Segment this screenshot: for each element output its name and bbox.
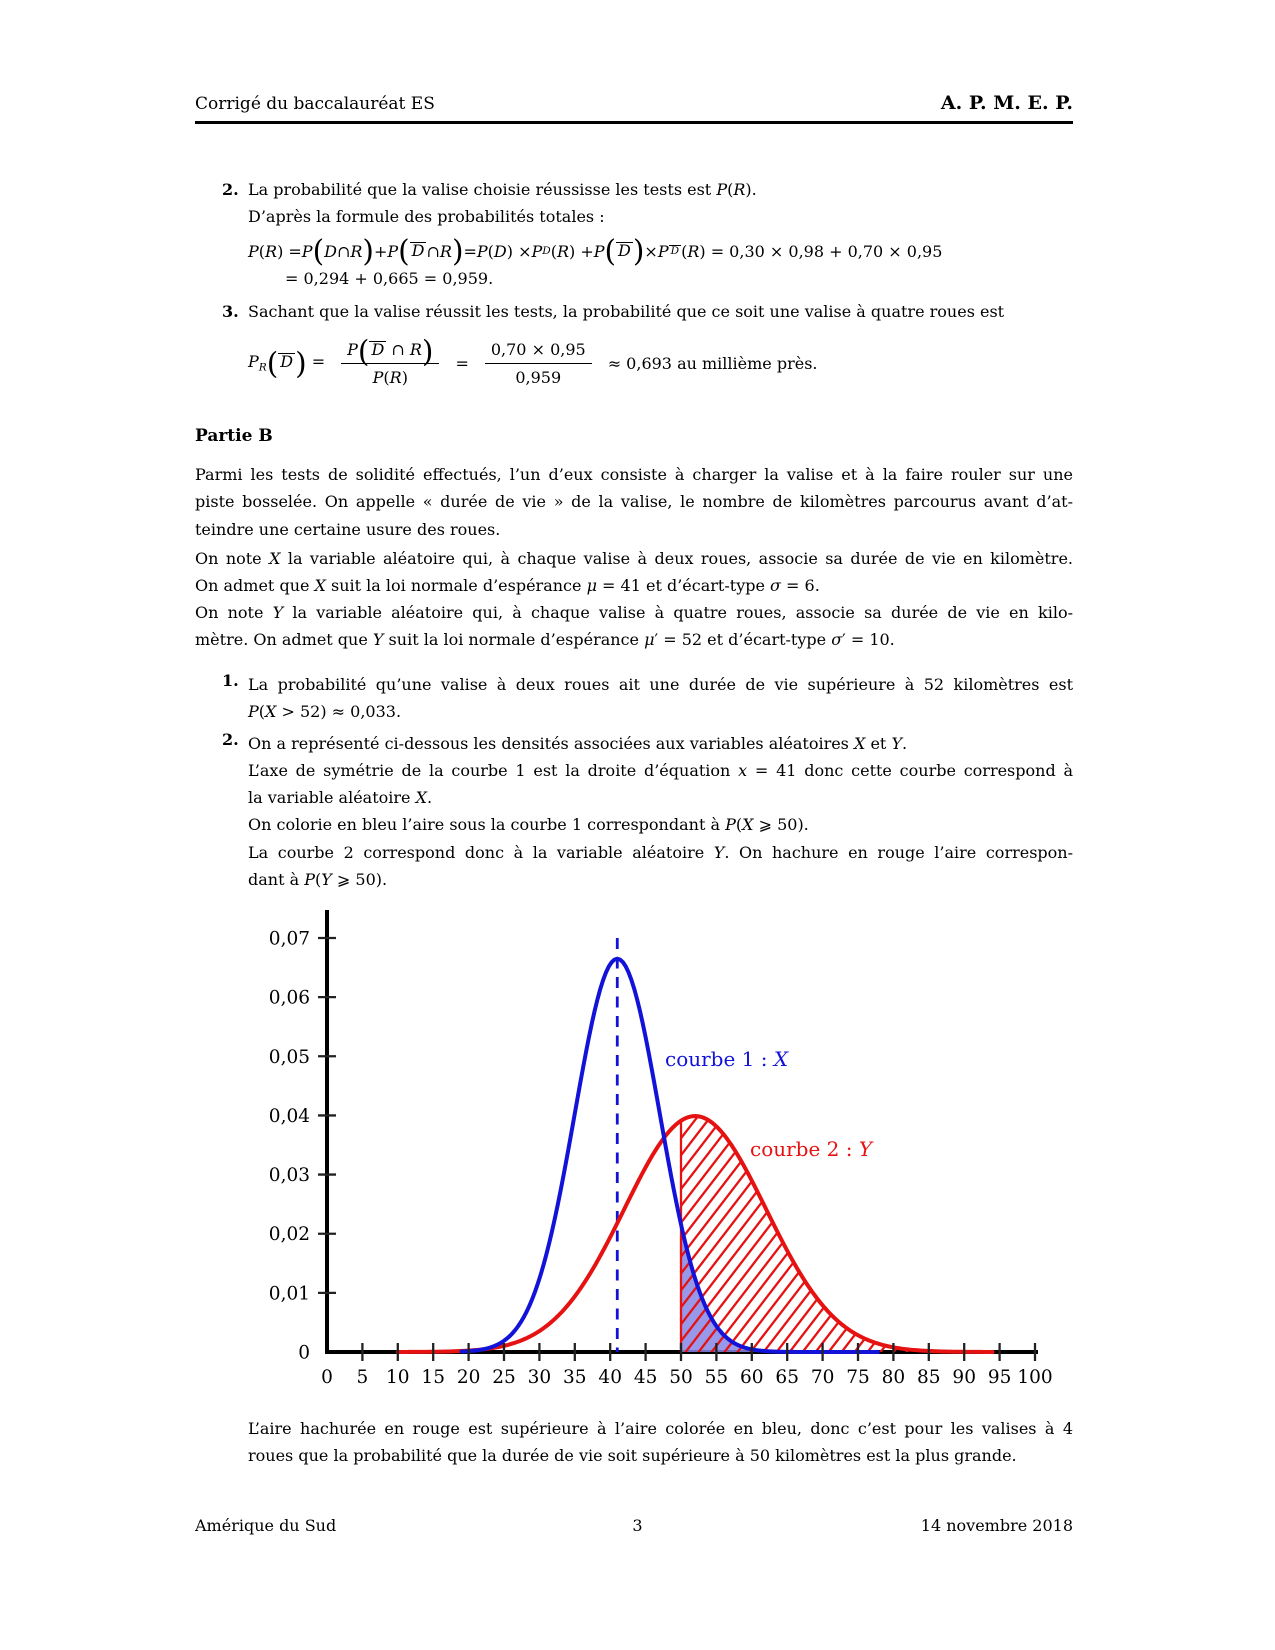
svg-text:55: 55 — [705, 1367, 729, 1388]
header-rule — [195, 121, 1073, 124]
svg-text:0,07: 0,07 — [269, 928, 310, 949]
fraction-1-denominator: P(R) — [372, 368, 408, 387]
svg-text:40: 40 — [598, 1367, 622, 1388]
part-b-paragraph-2: On note X la variable aléatoire qui, à c… — [195, 549, 1073, 596]
svg-text:65: 65 — [775, 1367, 799, 1388]
svg-text:75: 75 — [846, 1367, 870, 1388]
svg-text:80: 80 — [882, 1367, 906, 1388]
footer-left: Amérique du Sud — [195, 1516, 337, 1535]
svg-text:0,03: 0,03 — [269, 1165, 310, 1186]
footer-right: 14 novembre 2018 — [920, 1516, 1073, 1535]
part-b-item-2-para-4: La courbe 2 correspond donc à la variabl… — [248, 843, 1074, 890]
part-b-item-2-para-1: On a représenté ci-dessous les densités … — [248, 734, 908, 753]
fraction-1: P(D ∩ R) P(R) — [341, 337, 440, 387]
header-left-title: Corrigé du baccalauréat ES — [195, 94, 435, 114]
footer-page-number: 3 — [632, 1516, 643, 1535]
part-b-paragraph-1: Parmi les tests de solidité effectués, l… — [195, 465, 1073, 539]
item-2-number: 2. — [222, 180, 239, 199]
header-right-title: A. P. M. E. P. — [940, 92, 1073, 114]
fraction-2: 0,70 × 0,95 0,959 — [484, 339, 592, 387]
svg-text:70: 70 — [811, 1367, 835, 1388]
svg-text:60: 60 — [740, 1367, 764, 1388]
item-3-formula: PR(D) = P(D ∩ R) P(R) = 0,70 × 0,95 0,95… — [248, 322, 818, 404]
equals-sign: = — [455, 353, 469, 373]
svg-text:0,02: 0,02 — [269, 1224, 310, 1245]
item-2-formula-line2: = 0,294 + 0,665 = 0,959. — [285, 269, 494, 288]
curve-label: courbe 2 : Y — [750, 1137, 874, 1161]
svg-text:0: 0 — [321, 1367, 333, 1388]
svg-text:95: 95 — [988, 1367, 1012, 1388]
svg-text:5: 5 — [357, 1367, 369, 1388]
svg-text:45: 45 — [634, 1367, 658, 1388]
formula-prefix: PR(D) = — [248, 346, 326, 381]
svg-text:0: 0 — [298, 1343, 310, 1364]
formula-suffix: ≈ 0,693 au millième près. — [607, 353, 818, 373]
item-3-number: 3. — [222, 302, 239, 321]
svg-text:20: 20 — [457, 1367, 481, 1388]
curve-label: courbe 1 : X — [665, 1047, 789, 1071]
part-b-item-1-text: La probabilité qu’une valise à deux roue… — [248, 675, 1073, 722]
svg-text:15: 15 — [421, 1367, 445, 1388]
svg-text:90: 90 — [952, 1367, 976, 1388]
fraction-2-denominator: 0,959 — [515, 368, 562, 387]
svg-text:10: 10 — [386, 1367, 410, 1388]
svg-text:50: 50 — [669, 1367, 693, 1388]
item-2-line1: La probabilité que la valise choisie réu… — [248, 180, 757, 199]
item-2-line2: D’après la formule des probabilités tota… — [248, 207, 605, 226]
part-b-title: Partie B — [195, 426, 273, 446]
item-2-formula-line1: P(R) = P(D ∩ R) + P(D ∩ R) = P (D) × P D(… — [248, 234, 943, 268]
part-b-paragraph-3: On note Y la variable aléatoire qui, à c… — [195, 603, 1073, 650]
svg-text:0,05: 0,05 — [269, 1047, 310, 1068]
density-chart: 0 5 10 15 20 25 30 35 40 45 50 55 60 65 70 75 80 85 90 95 10… — [269, 910, 1053, 1388]
svg-text:85: 85 — [917, 1367, 941, 1388]
fraction-1-numerator: P(D ∩ R) — [341, 337, 440, 366]
svg-text:30: 30 — [528, 1367, 552, 1388]
part-b-item-2-number: 2. — [222, 730, 239, 749]
fraction-2-numerator: 0,70 × 0,95 — [484, 339, 592, 364]
svg-text:0,01: 0,01 — [269, 1283, 310, 1304]
part-b-item-2-para-2: L’axe de symétrie de la courbe 1 est la … — [248, 761, 1073, 808]
svg-text:25: 25 — [492, 1367, 516, 1388]
svg-text:0,04: 0,04 — [269, 1106, 310, 1127]
svg-text:100: 100 — [1017, 1367, 1052, 1388]
svg-text:0,06: 0,06 — [269, 988, 310, 1009]
conclusion: L’aire hachurée en rouge est supérieure … — [248, 1419, 1073, 1466]
part-b-item-1-number: 1. — [222, 671, 239, 690]
svg-text:35: 35 — [563, 1367, 587, 1388]
part-b-item-2-para-3: On colorie en bleu l’aire sous la courbe… — [248, 815, 809, 834]
item-3-line1: Sachant que la valise réussit les tests,… — [248, 302, 1005, 321]
